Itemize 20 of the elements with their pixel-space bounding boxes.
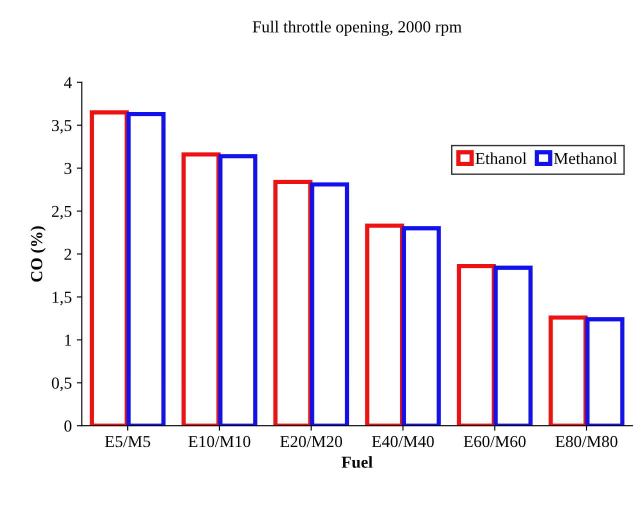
y-tick-label: 3,5 (52, 120, 72, 134)
legend-label: Methanol (554, 152, 618, 164)
x-tick-label: E5/M5 (105, 436, 150, 448)
y-tick-label: 2 (64, 248, 72, 260)
x-tick-label: E20/M20 (280, 436, 342, 448)
y-tick-label: 1 (65, 334, 72, 346)
x-tick-label: E10/M10 (188, 436, 250, 448)
x-tick-label: E60/M60 (464, 436, 526, 448)
legend-label: Ethanol (476, 152, 527, 164)
y-tick-label: 2,5 (52, 206, 72, 220)
y-tick-label: 3 (64, 162, 72, 174)
chart-title: Full throttle opening, 2000 rpm (252, 20, 462, 36)
y-tick-label: 4 (64, 77, 72, 88)
y-tick-label: 1,5 (52, 292, 72, 306)
y-tick-label: 0,5 (52, 377, 72, 392)
x-axis-title: Fuel (342, 456, 373, 468)
y-axis-title: CO (%) (30, 226, 46, 282)
y-tick-label: 0 (64, 420, 72, 432)
x-tick-label: E40/M40 (372, 436, 434, 448)
x-tick-label: E80/M80 (556, 436, 618, 448)
